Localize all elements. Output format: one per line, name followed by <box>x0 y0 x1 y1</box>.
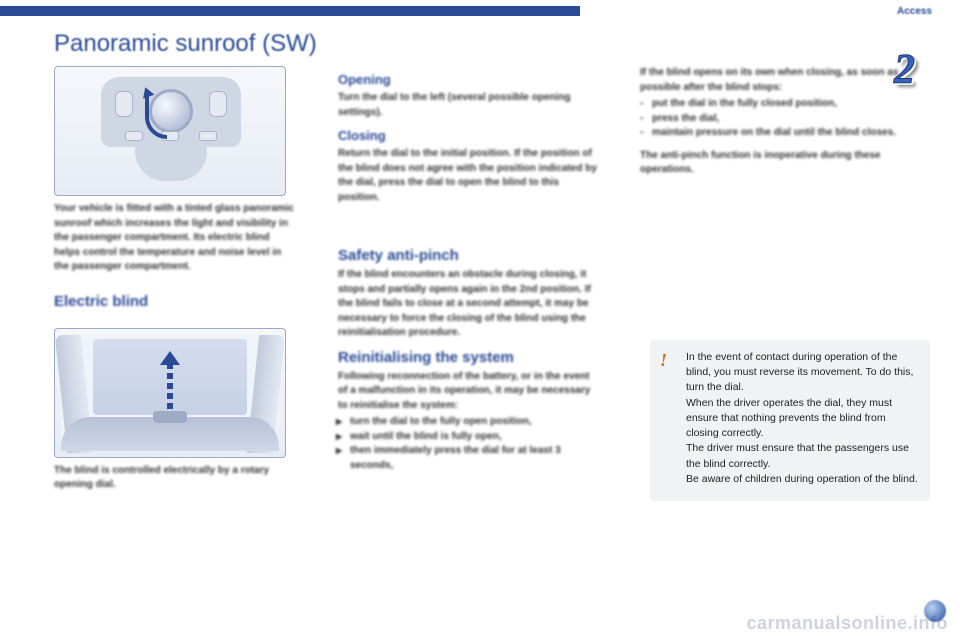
text-safety: If the blind encounters an obstacle duri… <box>338 268 598 341</box>
list-item: then immediately press the dial for at l… <box>350 444 598 473</box>
list-item: turn the dial to the fully open position… <box>350 415 598 430</box>
text-reinit: Following reconnection of the battery, o… <box>338 370 598 414</box>
reinit-steps: turn the dial to the fully open position… <box>338 415 598 473</box>
text-closing: Return the dial to the initial position.… <box>338 147 598 205</box>
header-bar <box>0 6 580 16</box>
list-item: maintain pressure on the dial until the … <box>652 126 900 141</box>
heading-safety: Safety anti-pinch <box>338 247 598 264</box>
heading-reinit: Reinitialising the system <box>338 349 598 366</box>
warning-p4: Be aware of children during operation of… <box>686 472 918 487</box>
column-1: Your vehicle is fitted with a tinted gla… <box>54 66 296 501</box>
heading-opening: Opening <box>338 72 598 87</box>
intro-text: Your vehicle is fitted with a tinted gla… <box>54 202 296 275</box>
col3-tail: The anti-pinch function is inoperative d… <box>640 149 900 178</box>
header-category: Access <box>897 6 932 17</box>
list-item: wait until the blind is fully open, <box>350 430 598 445</box>
watermark: carmanualsonline.info <box>746 613 948 634</box>
figure-cabin <box>54 328 286 458</box>
warning-box: ! In the event of contact during operati… <box>650 340 930 501</box>
warning-p3: The driver must ensure that the passenge… <box>686 441 918 471</box>
page-title: Panoramic sunroof (SW) <box>54 30 900 58</box>
caption-cabin: The blind is controlled electrically by … <box>54 464 296 493</box>
list-item: put the dial in the fully closed positio… <box>652 97 900 112</box>
heading-electric-blind: Electric blind <box>54 293 296 310</box>
warning-p1: In the event of contact during operation… <box>686 350 918 396</box>
warning-icon: ! <box>660 350 667 371</box>
col3-steps: put the dial in the fully closed positio… <box>640 97 900 141</box>
heading-closing: Closing <box>338 128 598 143</box>
console-illustration <box>101 77 241 185</box>
text-opening: Turn the dial to the left (several possi… <box>338 91 598 120</box>
figure-console <box>54 66 286 196</box>
list-item: press the dial, <box>652 112 900 127</box>
column-2: Opening Turn the dial to the left (sever… <box>338 66 598 501</box>
cabin-illustration <box>61 335 279 451</box>
col3-intro: If the blind opens on its own when closi… <box>640 66 900 95</box>
warning-p2: When the driver operates the dial, they … <box>686 396 918 442</box>
